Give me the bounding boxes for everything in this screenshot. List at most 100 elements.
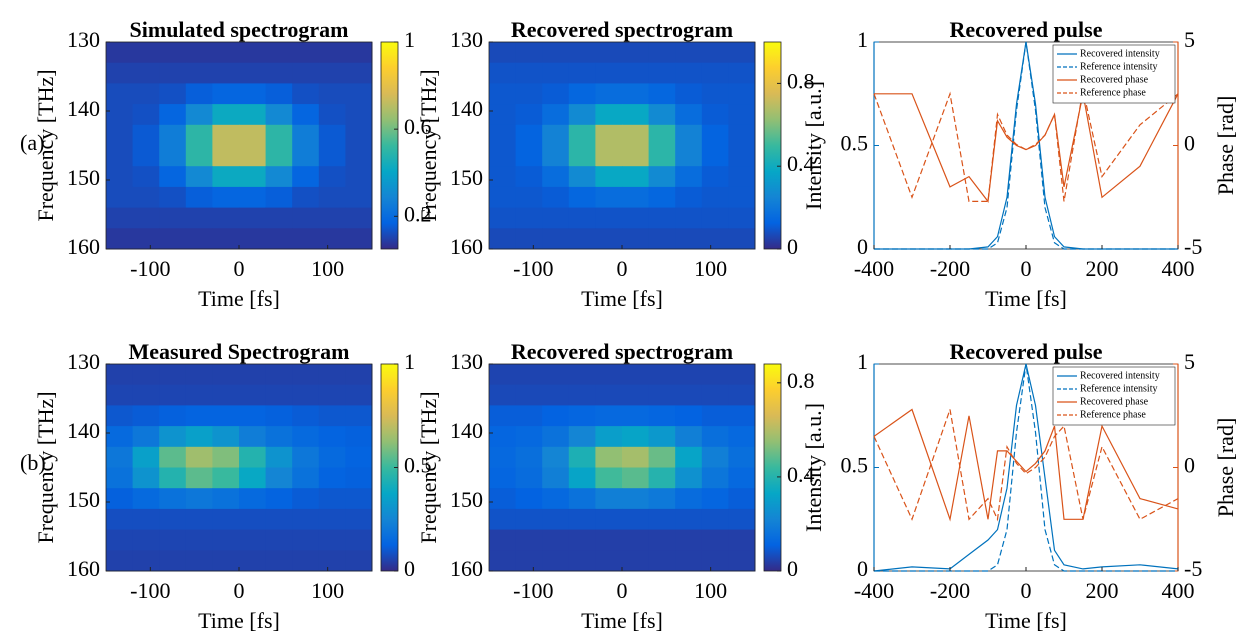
heatmap-cell (568, 104, 596, 126)
heatmap-cell (185, 529, 213, 551)
heatmap-cell (622, 42, 650, 64)
y-tick-label: 130 (67, 349, 100, 374)
heatmap-cell (622, 83, 650, 105)
heatmap-cell (318, 145, 346, 167)
heatmap-cell (239, 166, 267, 188)
y-tick-label: 0.5 (841, 131, 869, 156)
legend-label: Recovered phase (1080, 396, 1149, 407)
heatmap-cell (265, 104, 293, 126)
heatmap-cell (132, 446, 160, 468)
heatmap-cell (515, 145, 543, 167)
heatmap-cell (132, 124, 160, 146)
panel-label: (b) (20, 450, 46, 475)
heatmap-cell (345, 145, 373, 167)
heatmap-cell (701, 446, 729, 468)
heatmap-cell (701, 508, 729, 531)
heatmap-cell (489, 426, 517, 448)
heatmap-cell (159, 426, 187, 448)
heatmap-cell (728, 124, 756, 146)
heatmap-cell (345, 467, 373, 489)
heatmap-cell (318, 42, 346, 64)
heatmap-cell (265, 166, 293, 188)
series-line (873, 408, 1179, 522)
x-tick-label: 100 (311, 578, 344, 603)
heatmap-cell (265, 488, 293, 510)
heatmap-cell (515, 384, 543, 406)
heatmap-cell (345, 62, 373, 84)
heatmap-cell (675, 145, 703, 167)
heatmap-cell (212, 166, 240, 188)
heatmap-cell (489, 529, 517, 551)
heatmap-cell (132, 488, 160, 510)
heatmap-cell (675, 529, 703, 551)
heatmap-cell (132, 145, 160, 167)
heatmap-cell (345, 124, 373, 146)
heatmap-cell (239, 207, 267, 229)
y-tick-label: 140 (67, 96, 100, 121)
heatmap-cell (185, 384, 213, 406)
heatmap-cell (106, 145, 134, 167)
heatmap-cell (212, 508, 240, 531)
heatmap-cell (489, 405, 517, 427)
heatmap-cell (212, 124, 240, 146)
series-line (874, 93, 1179, 203)
x-tick-label: 100 (694, 256, 727, 281)
heatmap-cell (292, 207, 320, 229)
heatmap-cell (675, 186, 703, 209)
heatmap-cell (515, 83, 543, 105)
heatmap-cell (675, 104, 703, 126)
heatmap-cell (212, 426, 240, 448)
heatmap-cell (515, 550, 543, 572)
heatmap-cell (542, 508, 570, 531)
heatmap-cell (515, 488, 543, 510)
legend-label: Recovered intensity (1080, 48, 1160, 59)
heatmap-cell (132, 104, 160, 126)
heatmap-cell (106, 467, 134, 489)
heatmap-cell (265, 384, 293, 406)
heatmap-cell (701, 62, 729, 84)
y2-tick-label: 0 (1184, 131, 1195, 156)
colorbar-tick-label: 0.6 (404, 114, 432, 139)
x-axis-label: Time [fs] (581, 608, 663, 633)
heatmap-cell (568, 186, 596, 209)
heatmap-cell (622, 186, 650, 209)
colorbar-tick-label: 1 (404, 349, 415, 374)
heatmap-cell (212, 529, 240, 551)
heatmap-cell (595, 405, 623, 427)
heatmap-cell (515, 529, 543, 551)
heatmap-cell (622, 384, 650, 406)
y-axis-label: Intensity [a.u.] (801, 403, 826, 532)
heatmap-cell (728, 228, 756, 250)
heatmap-cell (106, 124, 134, 146)
y2-tick-label: 5 (1184, 27, 1195, 52)
heatmap-cell (345, 405, 373, 427)
legend: Recovered intensity Reference intensity Re… (1052, 366, 1176, 426)
heatmap-cell (318, 207, 346, 229)
heatmap-cell (239, 364, 267, 386)
heatmap-cell (318, 83, 346, 105)
x-axis-label: Time [fs] (985, 286, 1067, 311)
heatmap-cell (132, 83, 160, 105)
heatmap-cell (568, 228, 596, 250)
heatmap-cell (185, 124, 213, 146)
heatmap-cell (265, 124, 293, 146)
heatmap-cell (595, 488, 623, 510)
heatmap-cell (489, 364, 517, 386)
heatmap-cell (318, 384, 346, 406)
heatmap-cell (728, 508, 756, 531)
heatmap-cell (515, 364, 543, 386)
y-axis-label: Frequency [THz] (416, 69, 441, 221)
heatmap-cell (728, 426, 756, 448)
colorbar-tick-label: 0.8 (787, 368, 815, 393)
y-tick-label: 140 (450, 418, 483, 443)
heatmap-cell (106, 364, 134, 386)
panel: Recovered pulse Time [fs] Intensity [a.u.]… (801, 17, 1238, 311)
heatmap-cell (701, 83, 729, 105)
heatmap-cell (106, 488, 134, 510)
heatmap-cell (318, 550, 346, 572)
x-tick-label: -100 (130, 256, 170, 281)
heatmap-cell (542, 467, 570, 489)
colorbar-tick-label: 0.5 (404, 453, 432, 478)
heatmap-cell (515, 186, 543, 209)
heatmap-cell (728, 62, 756, 84)
